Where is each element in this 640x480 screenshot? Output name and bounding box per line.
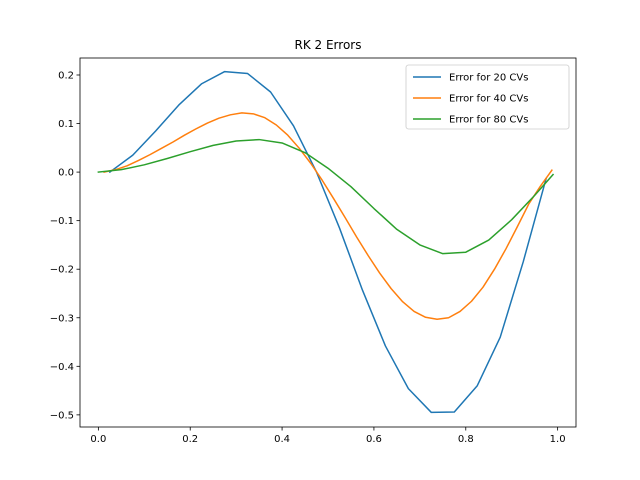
- x-tick-label: 0.2: [182, 434, 198, 445]
- y-tick-label: −0.2: [50, 265, 74, 276]
- x-tick-label: 0.6: [366, 434, 382, 445]
- y-tick-label: 0.2: [58, 70, 74, 81]
- x-tick-label: 0.4: [274, 434, 290, 445]
- chart-title: RK 2 Errors: [295, 38, 362, 52]
- axes-frame: [79, 57, 577, 428]
- y-tick-label: 0.1: [58, 119, 74, 130]
- x-tick-label: 0.0: [90, 434, 106, 445]
- y-tick-label: 0.0: [58, 168, 74, 179]
- plot-area: 0.0 0.2 0.4 0.6 0.8 1.0 −0.5 −0.4 −0.3 −0.2 −0.1 0.…: [50, 57, 577, 445]
- series-line-3: [97, 138, 555, 255]
- legend-label-3: Error for 80 CVs: [449, 115, 528, 126]
- y-tick-label: −0.1: [50, 216, 74, 227]
- x-tick-label: 0.8: [458, 434, 474, 445]
- legend-box: [405, 64, 570, 130]
- y-tick-label: −0.3: [50, 313, 74, 324]
- y-tick-label: −0.5: [50, 410, 74, 421]
- x-tick-label: 1.0: [550, 434, 566, 445]
- series-line-2: [103, 112, 553, 320]
- series-line-1: [108, 70, 548, 414]
- legend-label-2: Error for 40 CVs: [449, 94, 528, 105]
- y-tick-label: −0.4: [50, 362, 74, 373]
- legend-label-1: Error for 20 CVs: [449, 73, 528, 84]
